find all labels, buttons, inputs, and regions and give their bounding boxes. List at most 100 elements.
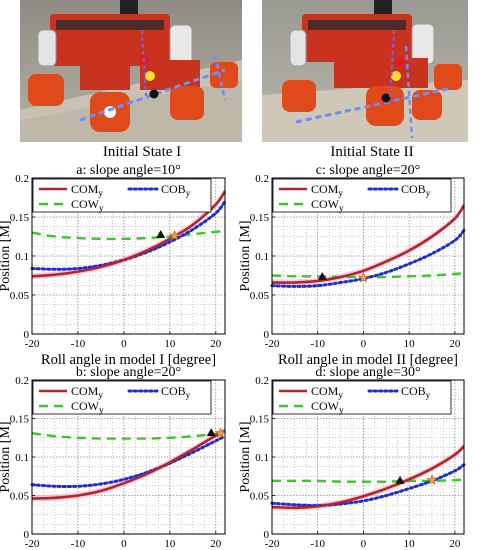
- x-tick-label: 0: [361, 538, 367, 550]
- x-tick-label: -20: [265, 338, 280, 350]
- x-axis-label: Roll angle in model I [degree]: [41, 352, 216, 368]
- legend-label-COBy: COBy: [401, 182, 431, 198]
- legend-box: [32, 380, 212, 415]
- legend-label-COMy: COMy: [71, 384, 103, 400]
- chart-title: c: slope angle=20°: [316, 163, 420, 178]
- x-tick-label: 20: [210, 538, 222, 550]
- chart-legend: COMy COBy COWy: [272, 178, 452, 213]
- y-tick-label: 0: [264, 529, 270, 541]
- x-tick-label: -20: [25, 538, 40, 550]
- chart-legend: COMy COBy COWy: [32, 178, 212, 213]
- legend-label-COWy: COWy: [311, 399, 344, 415]
- y-axis-label: Position [M]: [0, 421, 13, 492]
- robot-photo-initial-state-2: [262, 0, 468, 142]
- y-tick-label: 0.05: [10, 491, 30, 503]
- series-line-COBy: [30, 434, 227, 489]
- y-tick-label: 0.05: [250, 491, 270, 503]
- marker-star: [426, 474, 438, 485]
- legend-box: [32, 178, 212, 213]
- legend-label-COMy: COMy: [311, 384, 343, 400]
- legend-box: [272, 178, 452, 213]
- x-tick-label: 0: [361, 338, 367, 350]
- x-tick-label: -10: [71, 338, 86, 350]
- x-tick-label: 0: [121, 538, 127, 550]
- y-tick-label: 0.05: [10, 290, 30, 302]
- chart-panel-2: c: slope angle=20° -20 -10 0 10 20 0 0.05 0.1 0.1…: [238, 163, 466, 368]
- series-line-COWy: [31, 229, 226, 241]
- chart-panel-1: a: slope angle=10° -20 -10 0 10 20 0 0.05 0.1 0.1…: [0, 163, 227, 368]
- y-axis-label: Position [M]: [0, 220, 13, 291]
- chart-title: b: slope angle=20°: [76, 365, 181, 380]
- marker-triangle: [395, 475, 405, 484]
- x-tick-label: -20: [265, 538, 280, 550]
- legend-label-COWy: COWy: [71, 399, 104, 415]
- chart-title: d: slope angle=30°: [315, 365, 420, 380]
- chart-legend: COMy COBy COWy: [32, 380, 212, 415]
- x-axis-label: Roll angle in model II [degree]: [278, 352, 458, 368]
- marker-triangle: [206, 428, 216, 437]
- y-tick-label: 0.15: [10, 414, 30, 426]
- series-line-COBy: [270, 463, 466, 508]
- y-tick-label: 0.1: [255, 251, 269, 263]
- x-tick-label: -10: [310, 538, 325, 550]
- x-tick-label: 10: [164, 338, 176, 350]
- com-uncertainty-band: [272, 202, 464, 286]
- caption-initial-state-2: Initial State II: [330, 144, 414, 160]
- y-tick-label: 0.15: [250, 212, 270, 224]
- y-tick-label: 0.2: [255, 173, 269, 185]
- y-tick-label: 0: [264, 329, 270, 341]
- caption-initial-state-1: Initial State I: [102, 144, 182, 160]
- x-tick-label: 10: [164, 538, 176, 550]
- robot-photo-initial-state-1: [20, 0, 242, 142]
- y-axis-label: Position [M]: [238, 220, 253, 291]
- series-line-COMy: [271, 445, 465, 510]
- x-tick-label: 20: [449, 338, 461, 350]
- legend-label-COBy: COBy: [401, 384, 431, 400]
- legend-label-COWy: COWy: [311, 197, 344, 213]
- x-tick-label: 0: [121, 338, 127, 350]
- series-line-COBy: [270, 228, 466, 288]
- com-uncertainty-band: [272, 443, 464, 511]
- x-tick-label: -20: [25, 338, 40, 350]
- legend-label-COWy: COWy: [71, 197, 104, 213]
- marker-star: [168, 229, 180, 241]
- series-line-COMy: [31, 190, 227, 278]
- series-line-COMy: [271, 204, 466, 284]
- series-line-COWy: [271, 271, 465, 279]
- y-tick-label: 0.1: [15, 452, 29, 464]
- x-tick-label: 20: [210, 338, 222, 350]
- legend-label-COBy: COBy: [161, 384, 191, 400]
- marker-star: [214, 427, 226, 438]
- marker-star: [357, 272, 369, 283]
- y-tick-label: 0: [24, 529, 30, 541]
- series-line-COWy: [272, 478, 465, 483]
- y-tick-label: 0.1: [255, 452, 269, 464]
- marker-triangle: [317, 272, 327, 281]
- y-tick-label: 0.2: [15, 173, 29, 185]
- y-tick-label: 0.05: [250, 290, 270, 302]
- x-tick-label: 10: [404, 538, 416, 550]
- legend-label-COBy: COBy: [161, 182, 191, 198]
- chart-panel-4: d: slope angle=30° -20 -10 0 10 20 0 0.05 0.1 0.1…: [238, 365, 466, 550]
- x-tick-label: 20: [449, 538, 461, 550]
- y-axis-label: Position [M]: [238, 421, 253, 492]
- marker-triangle: [156, 229, 166, 238]
- y-tick-label: 0.1: [15, 251, 29, 263]
- y-tick-label: 0: [24, 329, 30, 341]
- chart-title: a: slope angle=10°: [76, 163, 180, 178]
- legend-box: [272, 380, 452, 415]
- series-line-COWy: [31, 431, 226, 440]
- y-tick-label: 0.15: [250, 414, 270, 426]
- x-tick-label: 10: [404, 338, 416, 350]
- y-tick-label: 0.2: [15, 375, 29, 387]
- x-tick-label: -10: [310, 338, 325, 350]
- chart-legend: COMy COBy COWy: [272, 380, 452, 415]
- y-tick-label: 0.2: [255, 375, 269, 387]
- series-line-COMy: [31, 429, 226, 500]
- y-tick-label: 0.15: [10, 212, 30, 224]
- x-tick-label: -10: [71, 538, 86, 550]
- chart-panel-3: b: slope angle=20° -20 -10 0 10 20 0 0.05 0.1 0.1…: [0, 365, 227, 550]
- legend-label-COMy: COMy: [311, 182, 343, 198]
- legend-label-COMy: COMy: [71, 182, 103, 198]
